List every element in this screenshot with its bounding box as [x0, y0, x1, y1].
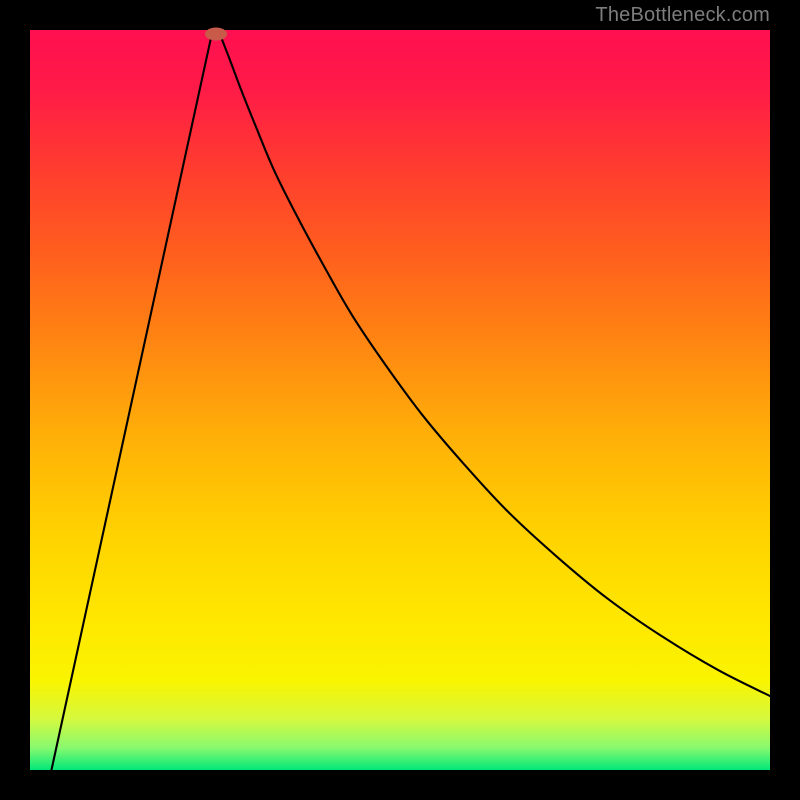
minimum-marker [205, 28, 227, 41]
chart-frame: TheBottleneck.com [0, 0, 800, 800]
plot-area [30, 30, 770, 770]
watermark-text: TheBottleneck.com [595, 4, 770, 27]
curve-layer [30, 30, 770, 770]
bottleneck-curve [51, 33, 770, 770]
